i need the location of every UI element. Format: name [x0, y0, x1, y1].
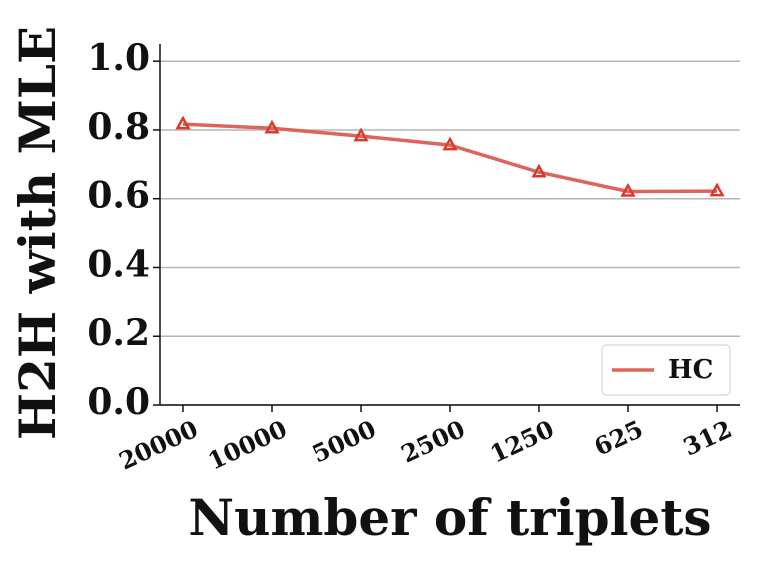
x-axis-label: Number of triplets [188, 488, 711, 547]
y-tick-label: 0.6 [87, 175, 150, 217]
marker [531, 163, 547, 178]
y-tick-label: 0.4 [87, 243, 150, 285]
x-tick-label: 20000 [114, 414, 202, 476]
marker [175, 115, 191, 130]
x-tick-label: 1250 [485, 414, 558, 469]
x-tick-label: 5000 [307, 414, 380, 469]
marker [709, 182, 725, 197]
x-tick-label: 2500 [396, 414, 469, 469]
marker [353, 127, 369, 142]
marker [442, 136, 458, 151]
x-tick-label: 312 [679, 414, 737, 461]
legend-box [601, 344, 731, 396]
y-tick-label: 0.0 [87, 381, 150, 423]
y-tick-label: 0.8 [87, 106, 150, 148]
legend-label: HC [668, 355, 713, 385]
marker [620, 182, 636, 197]
y-tick-label: 1.0 [87, 37, 150, 79]
y-tick-label: 0.2 [87, 312, 150, 354]
x-tick-label: 10000 [203, 414, 291, 476]
series-line [182, 122, 718, 194]
y-axis-label: H2H with MLE [8, 26, 67, 440]
x-tick-label: 625 [590, 414, 648, 461]
marker [264, 119, 280, 134]
